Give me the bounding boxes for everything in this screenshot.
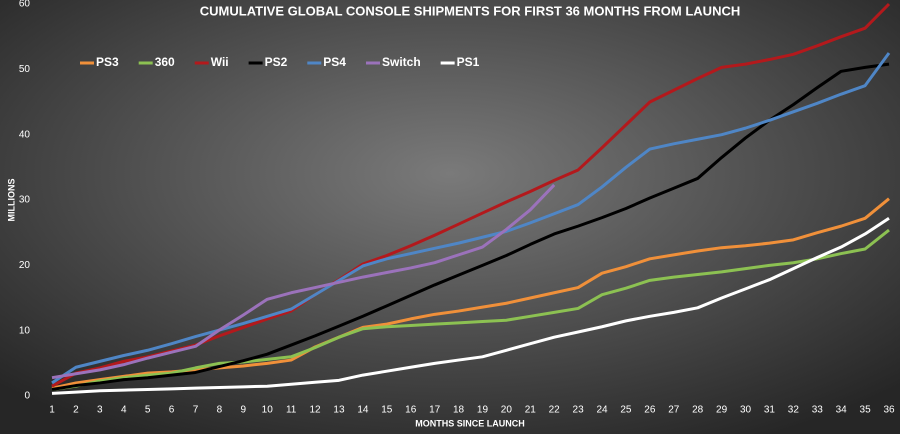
x-tick-label: 24 [596, 405, 608, 416]
x-tick-label: 1 [49, 405, 55, 416]
y-tick-label: 60 [19, 0, 31, 10]
x-tick-label: 4 [121, 405, 127, 416]
x-tick-label: 35 [860, 405, 872, 416]
x-tick-label: 20 [501, 405, 513, 416]
legend-label: Wii [211, 55, 229, 69]
x-tick-label: 36 [883, 405, 895, 416]
x-tick-label: 17 [429, 405, 441, 416]
series-line [51, 62, 890, 391]
series-line [51, 228, 890, 391]
y-tick-label: 50 [19, 64, 31, 75]
x-tick-label: 27 [668, 405, 680, 416]
x-tick-label: 2 [73, 405, 79, 416]
x-tick-label: 34 [836, 405, 848, 416]
y-tick-label: 10 [19, 325, 31, 336]
x-axis-title: MONTHS SINCE LAUNCH [415, 418, 525, 428]
x-tick-label: 8 [217, 405, 223, 416]
legend-label: Switch [382, 55, 421, 69]
x-tick-label: 26 [644, 405, 656, 416]
y-tick-label: 0 [24, 391, 30, 402]
y-tick-label: 20 [19, 260, 31, 271]
legend-label: 360 [155, 55, 175, 69]
chart-title: CUMULATIVE GLOBAL CONSOLE SHIPMENTS FOR … [200, 3, 740, 18]
x-tick-label: 25 [620, 405, 632, 416]
x-tick-label: 10 [262, 405, 274, 416]
legend-label: PS4 [323, 55, 346, 69]
x-tick-label: 6 [169, 405, 175, 416]
x-tick-label: 28 [692, 405, 704, 416]
legend-label: PS2 [265, 55, 288, 69]
x-tick-label: 12 [309, 405, 321, 416]
x-tick-label: 33 [812, 405, 824, 416]
series-line [51, 52, 891, 385]
y-axis-title: MILLIONS [6, 179, 16, 222]
x-tick-label: 23 [573, 405, 585, 416]
x-tick-label: 29 [716, 405, 728, 416]
x-tick-label: 32 [788, 405, 800, 416]
x-tick-label: 15 [381, 405, 393, 416]
legend-label: PS3 [96, 55, 119, 69]
legend-label: PS1 [457, 55, 480, 69]
series-line [51, 183, 556, 380]
series-line [51, 217, 890, 395]
x-tick-label: 7 [193, 405, 199, 416]
x-tick-label: 18 [453, 405, 465, 416]
x-tick-label: 9 [241, 405, 247, 416]
x-tick-label: 11 [286, 405, 297, 416]
x-tick-label: 31 [764, 405, 776, 416]
x-tick-label: 3 [97, 405, 103, 416]
x-tick-label: 19 [477, 405, 489, 416]
x-tick-label: 13 [333, 405, 345, 416]
x-tick-label: 14 [357, 405, 369, 416]
y-tick-label: 40 [19, 129, 31, 140]
x-tick-label: 22 [549, 405, 561, 416]
x-tick-label: 30 [740, 405, 752, 416]
y-tick-label: 30 [19, 195, 31, 206]
x-tick-label: 16 [405, 405, 417, 416]
x-tick-label: 21 [525, 405, 537, 416]
x-tick-label: 5 [145, 405, 151, 416]
